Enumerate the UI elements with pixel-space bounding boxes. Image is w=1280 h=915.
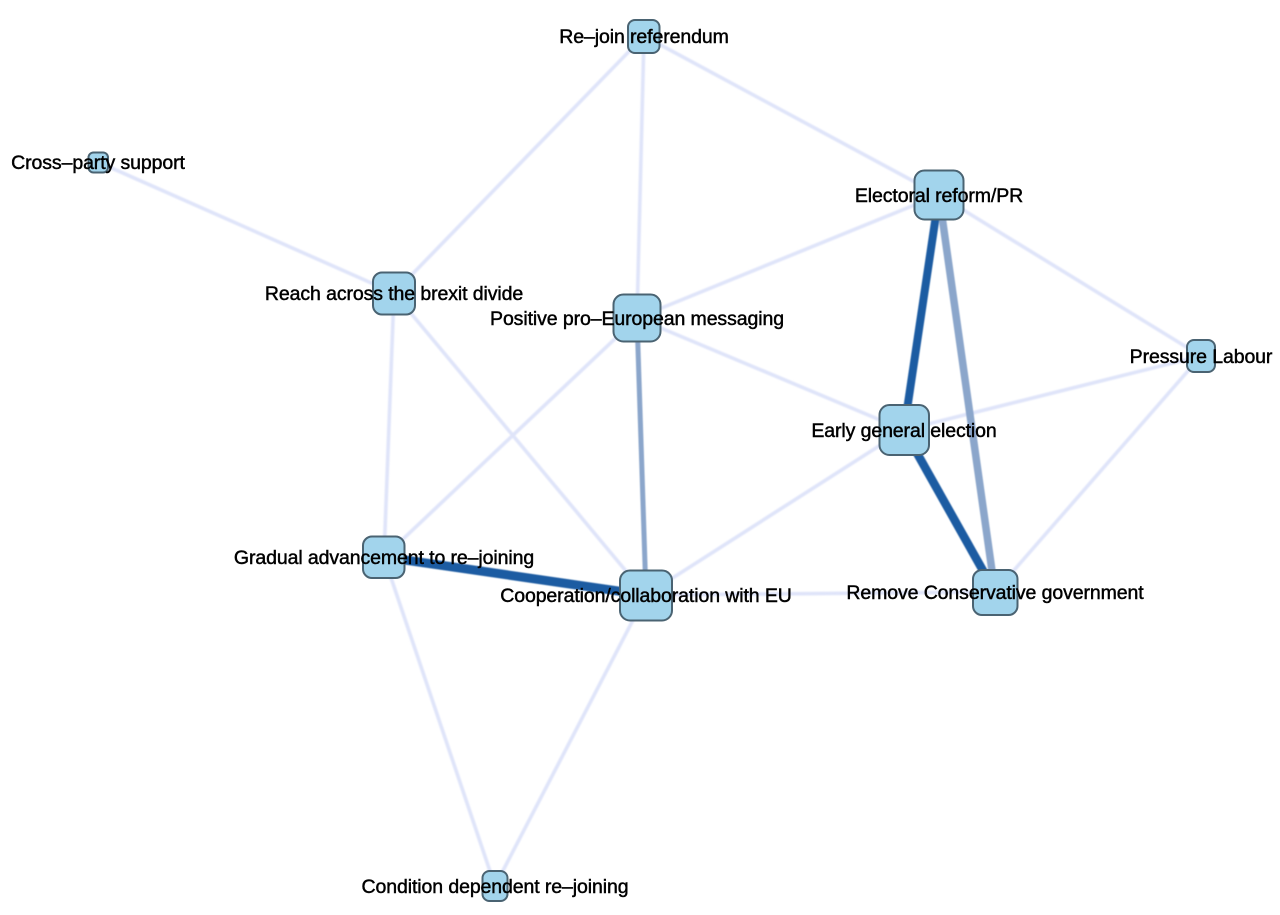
svg-text:Re–join referendum: Re–join referendum xyxy=(559,26,728,48)
svg-text:Remove Conservative government: Remove Conservative government xyxy=(846,582,1144,604)
svg-text:Gradual advancement to re–join: Gradual advancement to re–joining xyxy=(234,547,534,569)
svg-text:Reach across the brexit divide: Reach across the brexit divide xyxy=(265,283,523,305)
svg-text:Early general election: Early general election xyxy=(811,420,996,442)
svg-text:Condition dependent re–joining: Condition dependent re–joining xyxy=(362,876,629,898)
svg-text:Positive pro–European messagin: Positive pro–European messaging xyxy=(490,308,784,330)
svg-text:Pressure Labour: Pressure Labour xyxy=(1130,346,1273,368)
svg-text:Cooperation/collaboration with: Cooperation/collaboration with EU xyxy=(500,585,792,607)
svg-text:Electoral reform/PR: Electoral reform/PR xyxy=(855,185,1023,207)
svg-text:Cross–party support: Cross–party support xyxy=(11,152,185,174)
